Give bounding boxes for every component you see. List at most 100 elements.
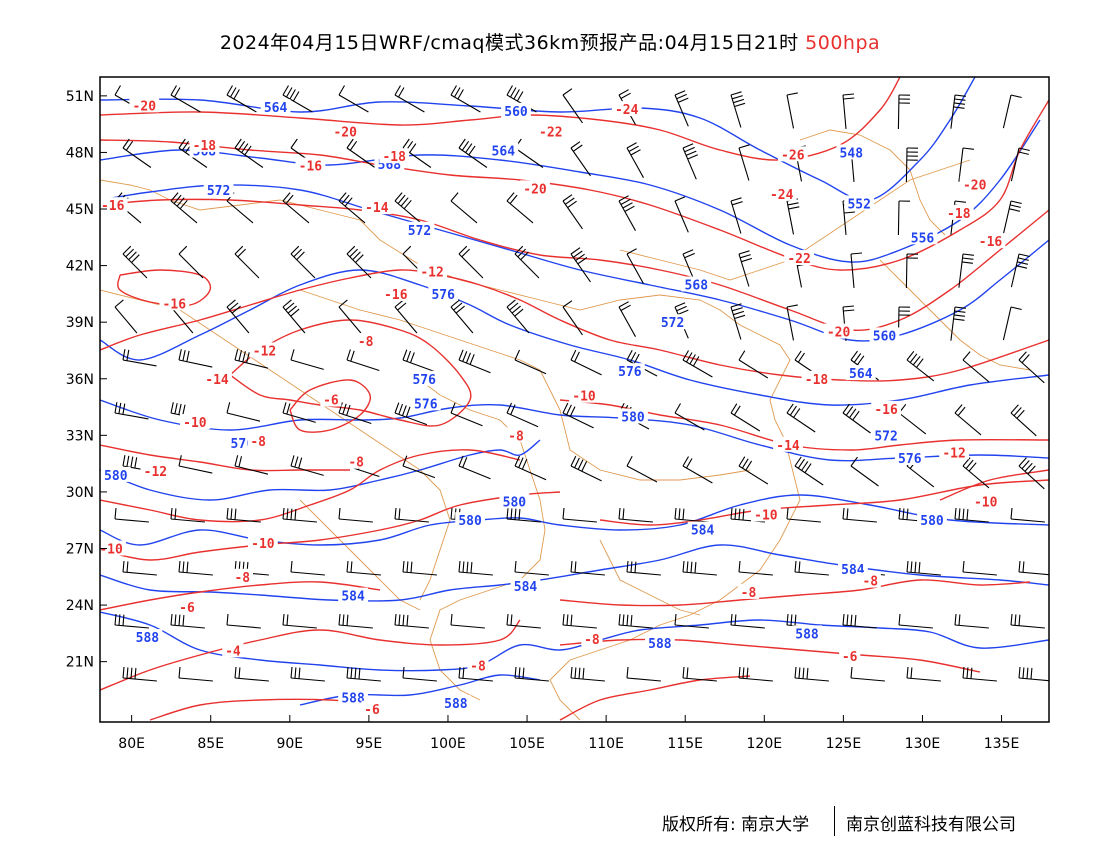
temperature-contour <box>100 581 381 611</box>
wind-barb-shaft <box>794 571 829 576</box>
wind-barb-flag <box>801 461 809 471</box>
temperature-contour-label-bg <box>751 506 781 522</box>
height-contour-label-bg <box>844 195 875 211</box>
temperature-contour-label-bg <box>295 157 326 173</box>
wind-barb-flag <box>234 666 237 679</box>
wind-barb-flag <box>1027 465 1036 475</box>
wind-barb-flag <box>786 613 789 626</box>
wind-barb-flag <box>126 455 130 467</box>
wind-barb-flag <box>842 403 850 414</box>
wind-barb-shaft <box>170 200 198 224</box>
wind-barb-flag <box>682 249 694 255</box>
wind-barb-flag <box>294 456 299 468</box>
wind-barb-flag <box>689 354 696 365</box>
wind-barb-flag <box>406 561 409 573</box>
wind-barb-flag <box>461 140 470 151</box>
wind-barb-shaft <box>954 412 982 436</box>
wind-barb-shaft <box>290 571 325 576</box>
wind-barb-flag <box>794 666 797 679</box>
temperature-contour-label: -20 <box>827 326 851 341</box>
wind-barb-shaft <box>338 518 373 523</box>
temperature-contour-label: -12 <box>253 345 276 360</box>
wind-barb-flag <box>738 350 746 361</box>
wind-barb-flag <box>742 667 745 679</box>
lon-label: 80E <box>118 736 145 752</box>
wind-barb-shaft <box>338 306 362 334</box>
wind-barb-flag <box>622 508 625 520</box>
temperature-contour <box>100 449 521 523</box>
temperature-contour <box>559 638 981 673</box>
temperature-contour-label-bg <box>159 295 190 311</box>
temperature-contour-label-bg <box>777 146 808 162</box>
wind-barb-flag <box>842 305 855 308</box>
wind-barb-flag <box>349 140 358 151</box>
wind-barb-flag <box>514 560 517 573</box>
wind-barb-flag <box>674 403 681 414</box>
wind-barb-flag <box>692 356 700 367</box>
wind-barb-flag <box>1021 354 1030 364</box>
temperature-contour-label: -20 <box>333 126 357 141</box>
wind-barb-flag <box>909 353 918 363</box>
height-contour-label-bg <box>410 395 441 411</box>
wind-barb-shaft <box>506 306 530 334</box>
temperature-contour-label: -12 <box>144 465 167 480</box>
height-contour-label-bg <box>100 466 131 482</box>
temperature-contour-label: -4 <box>225 644 241 659</box>
height-contour <box>100 439 541 501</box>
wind-barb-flag <box>954 200 966 203</box>
wind-barb-shaft <box>842 412 871 434</box>
wind-barb-flag <box>186 561 189 573</box>
temperature-contour <box>100 77 901 161</box>
wind-barb-flag <box>282 507 285 520</box>
wind-barb-flag <box>733 310 745 316</box>
chart-title: 2024年04月15日WRF/cmaq模式36km预报产品:04月15日21时 … <box>0 28 1100 55</box>
wind-barb-flag <box>854 615 857 627</box>
temperature-contour-label-bg <box>505 427 527 443</box>
wind-barb-shaft <box>346 677 381 682</box>
wind-barb-flag <box>234 245 244 255</box>
wind-barb-flag <box>843 211 856 214</box>
wind-barb-shaft <box>562 624 597 629</box>
wind-barb-shaft <box>178 465 213 474</box>
temperature-contour-label-bg <box>467 657 489 673</box>
wind-barb-flag <box>577 459 584 470</box>
wind-barb-flag <box>794 614 797 626</box>
wind-barb-flag <box>458 349 464 361</box>
wind-barb-flag <box>676 305 687 312</box>
lon-label: 105E <box>509 736 545 752</box>
wind-barb-shaft <box>1018 677 1049 682</box>
wind-barb-flag <box>231 305 241 314</box>
wind-barb-flag <box>582 668 585 680</box>
wind-barb-shaft <box>786 200 795 235</box>
wind-barb-flag <box>574 561 577 573</box>
wind-barb-flag <box>346 560 349 573</box>
wind-barb-shaft <box>842 624 877 629</box>
wind-barb-flag <box>510 87 517 98</box>
wind-barb-flag <box>125 248 134 258</box>
wind-barb-flag <box>902 508 905 520</box>
wind-barb-flag <box>738 456 746 467</box>
wind-barb-flag <box>626 456 633 467</box>
wind-barb-shaft <box>738 359 769 379</box>
wind-barb-shaft <box>394 94 425 113</box>
wind-barb-flag <box>461 248 470 258</box>
wind-barb-flag <box>178 138 186 149</box>
temperature-contour-label-bg <box>345 453 367 469</box>
wind-barb-flag <box>618 301 629 308</box>
credit-university: 版权所有: 南京大学 <box>662 815 810 835</box>
wind-barb-flag <box>842 93 855 96</box>
wind-barb-flag <box>286 87 293 98</box>
wind-barb-shaft <box>122 571 157 576</box>
wind-barb-flag <box>674 613 677 626</box>
wind-barb-flag <box>282 192 291 202</box>
wind-barb-flag <box>510 614 513 626</box>
wind-barb-flag <box>350 350 355 362</box>
height-contour-label-bg <box>132 629 163 645</box>
temperature-contour-label: -10 <box>974 495 998 510</box>
wind-barb-flag <box>806 668 809 680</box>
temperature-contour-label-bg <box>100 197 128 213</box>
wind-barb-flag <box>176 197 185 207</box>
wind-barb-flag <box>685 150 697 156</box>
temperature-contour-label-bg <box>417 263 448 279</box>
wind-barb-shaft <box>514 359 547 375</box>
